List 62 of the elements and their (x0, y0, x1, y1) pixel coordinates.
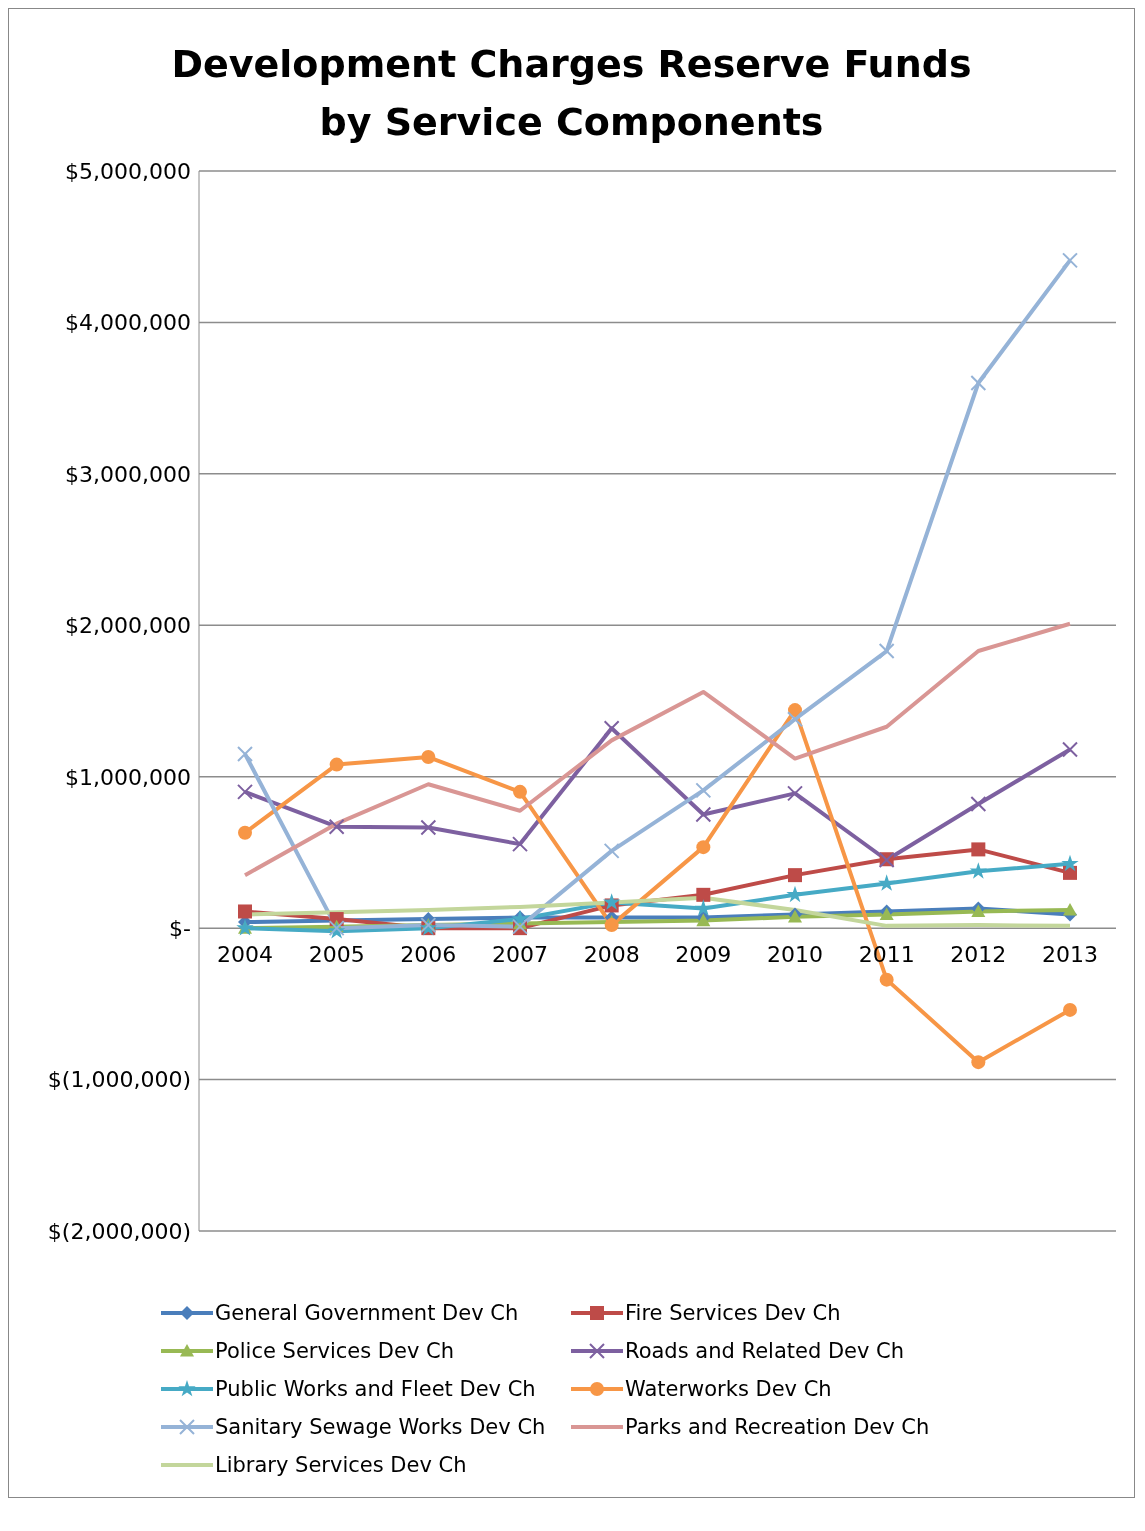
point (512, 836, 528, 853)
point (1062, 252, 1078, 269)
point (878, 643, 895, 660)
y-tick-label: $1,000,000 (65, 764, 191, 790)
point (878, 874, 896, 891)
legend-label: Police Services Dev Ch (215, 1339, 454, 1363)
point (695, 782, 712, 799)
legend-label: Sanitary Sewage Works Dev Ch (215, 1415, 546, 1439)
legend-label: Waterworks Dev Ch (625, 1377, 832, 1401)
point (879, 972, 894, 987)
x-tick-label: 2008 (583, 942, 640, 968)
x-tick-label: 2007 (492, 942, 548, 968)
point (420, 819, 437, 836)
point (787, 785, 803, 802)
y-tick-label: $2,000,000 (65, 613, 191, 639)
legend-label: General Government Dev Ch (215, 1301, 519, 1325)
point (1061, 854, 1079, 872)
legend-label: Parks and Recreation Dev Ch (625, 1415, 930, 1439)
x-tick-label: 2013 (1042, 942, 1098, 968)
line-series (243, 621, 1072, 878)
point (238, 825, 252, 840)
y-tick-label: $- (169, 915, 191, 941)
x-tick-label: 2005 (308, 942, 365, 968)
legend-label: Fire Services Dev Ch (625, 1301, 841, 1325)
y-tick-label: $4,000,000 (65, 310, 191, 336)
legend-label: Library Services Dev Ch (215, 1453, 467, 1477)
x-tick-label: 2012 (950, 942, 1007, 968)
y-tick-label: $3,000,000 (65, 461, 191, 487)
point (1063, 1002, 1077, 1017)
point (421, 750, 436, 765)
point (237, 746, 253, 762)
point (971, 1055, 986, 1070)
point (1063, 902, 1077, 916)
point (513, 784, 527, 799)
y-tick-label: $5,000,000 (65, 158, 191, 184)
legend-label: Roads and Related Dev Ch (625, 1339, 905, 1363)
point (970, 375, 987, 391)
y-tick-label: $(1,000,000) (47, 1067, 191, 1093)
y-tick-label: $(2,000,000) (47, 1218, 191, 1244)
x-tick-label: 2010 (767, 942, 823, 968)
point (696, 887, 711, 902)
point (603, 893, 621, 910)
point (329, 757, 344, 772)
point (970, 795, 987, 812)
point (969, 862, 987, 879)
point (238, 904, 252, 919)
x-tick-label: 2004 (217, 942, 273, 968)
point (788, 868, 802, 883)
point (603, 720, 620, 737)
legend-label: Public Works and Fleet Dev Ch (215, 1377, 536, 1401)
x-tick-label: 2009 (675, 942, 732, 968)
chart-title: Development Charges Reserve Funds by Service Components (171, 42, 972, 144)
point (1062, 741, 1078, 758)
point (328, 818, 345, 835)
point (696, 840, 711, 855)
point (787, 711, 803, 728)
x-tick-label: 2006 (400, 942, 457, 968)
point (237, 783, 253, 800)
point (971, 842, 986, 857)
point (604, 918, 619, 933)
point (695, 806, 712, 823)
point (694, 899, 712, 916)
